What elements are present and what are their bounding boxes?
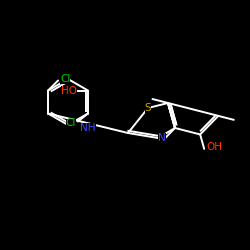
Text: Cl: Cl [66,118,76,128]
Text: OH: OH [206,142,222,152]
Text: Cl: Cl [60,74,70,84]
Text: HO: HO [61,86,77,96]
Text: S: S [145,103,151,113]
Text: N: N [158,133,166,143]
Text: NH: NH [80,123,96,133]
